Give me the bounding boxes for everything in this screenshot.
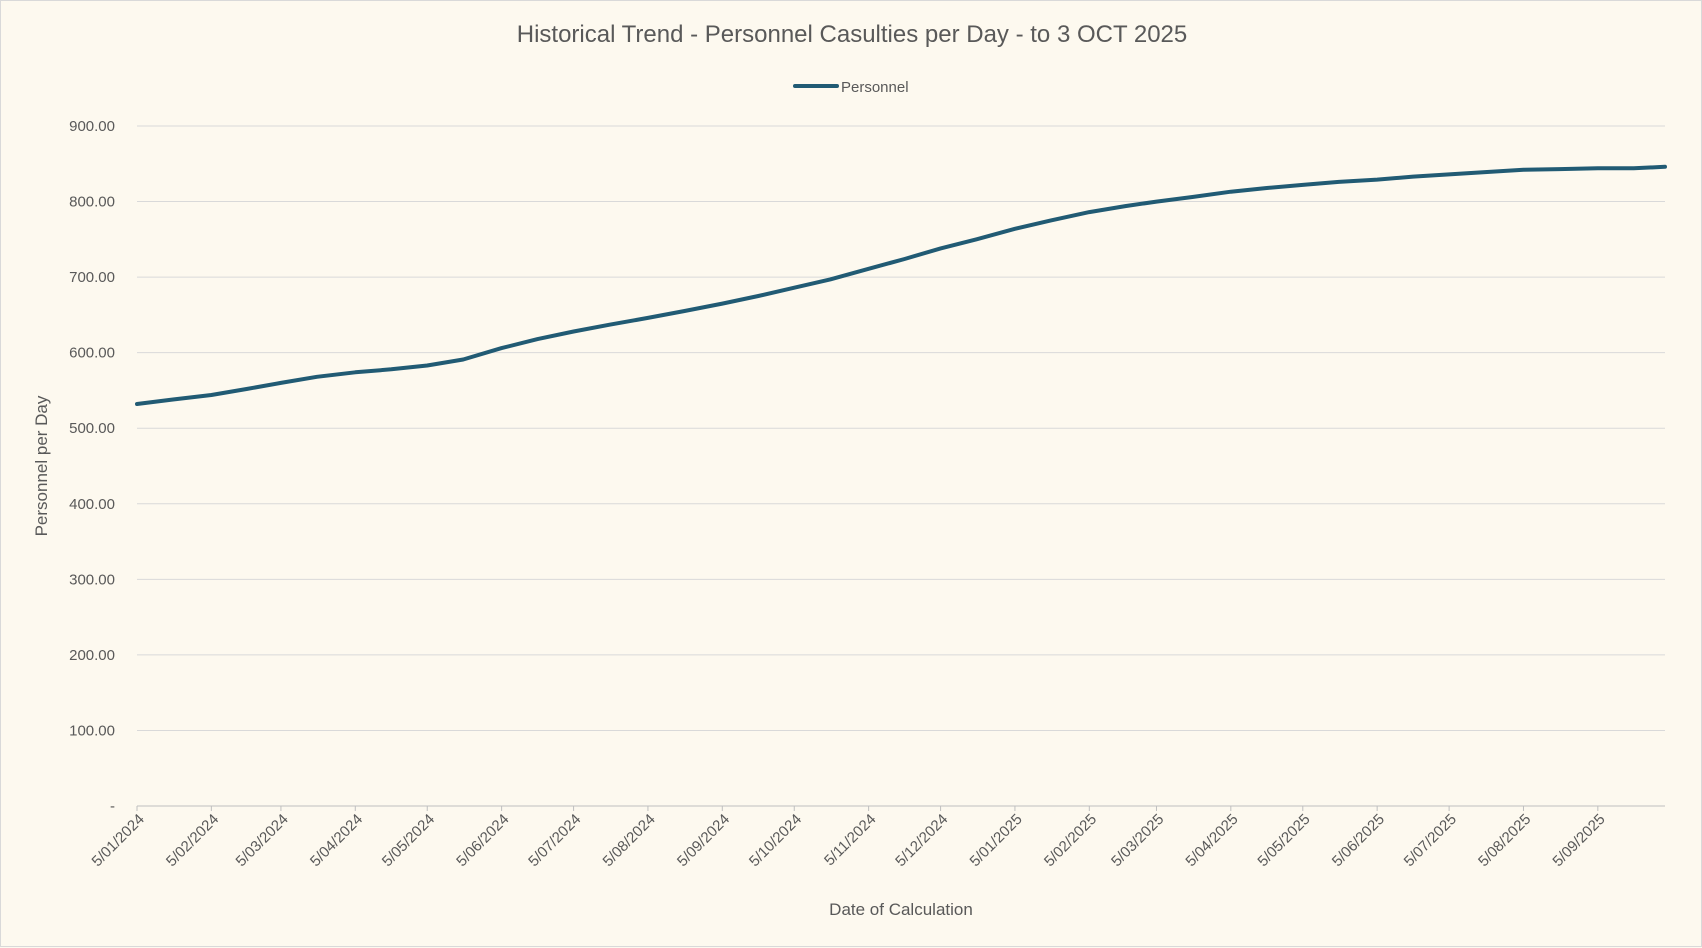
chart-title: Historical Trend - Personnel Casulties p… [517, 21, 1188, 48]
x-tick-label: 5/01/2025 [967, 811, 1026, 870]
x-tick-label: 5/09/2024 [674, 811, 733, 870]
x-tick-label: 5/02/2024 [163, 811, 222, 870]
x-tick-label: 5/10/2024 [746, 811, 805, 870]
x-tick-label: 5/07/2024 [525, 811, 584, 870]
series-group [135, 164, 1667, 406]
x-tick-label: 5/03/2024 [233, 811, 292, 870]
y-axis-title: Personnel per Day [32, 395, 51, 536]
x-tick-label: 5/08/2025 [1475, 811, 1534, 870]
y-tick-label: 900.00 [69, 118, 115, 135]
x-tick-label: 5/11/2024 [821, 811, 879, 869]
x-tick-label: 5/06/2024 [453, 811, 512, 870]
x-tick-label: 5/09/2025 [1549, 811, 1608, 870]
y-tick-label: 200.00 [69, 647, 115, 664]
x-tick-label: 5/02/2025 [1041, 811, 1100, 870]
y-tick-label: 600.00 [69, 345, 115, 362]
x-tick-label: 5/04/2024 [307, 811, 366, 870]
legend: Personnel [793, 79, 909, 96]
x-tick-label: 5/03/2025 [1108, 811, 1167, 870]
y-tick-label: 100.00 [69, 722, 115, 739]
x-tick-label: 5/08/2024 [600, 811, 659, 870]
y-tick-label: 300.00 [69, 571, 115, 588]
x-tick-label: 5/12/2024 [892, 811, 951, 870]
gridlines [137, 125, 1665, 731]
x-tick-label: 5/07/2025 [1401, 811, 1460, 870]
legend-label-personnel: Personnel [841, 79, 909, 96]
x-tick-label: 5/05/2025 [1254, 811, 1313, 870]
x-tick-label: 5/01/2024 [89, 811, 148, 870]
x-tick-label: 5/04/2025 [1182, 811, 1241, 870]
y-tick-label: 400.00 [69, 496, 115, 513]
x-axis-title: Date of Calculation [829, 900, 973, 919]
y-tick-label: 700.00 [69, 269, 115, 286]
y-tick-label: 800.00 [69, 194, 115, 211]
x-tick-label: 5/05/2024 [379, 811, 438, 870]
x-tick-label: 5/06/2025 [1329, 811, 1388, 870]
y-tick-label: - [110, 798, 115, 815]
x-axis-ticks: 5/01/2024 5/02/2024 5/03/2024 5/04/2024 5/05… [89, 806, 1609, 870]
series-line-personnel [135, 164, 1667, 406]
y-axis-ticks: - 100.00 200.00 300.00 400.00 500.00 600.00 700… [69, 118, 115, 815]
y-tick-label: 500.00 [69, 420, 115, 437]
